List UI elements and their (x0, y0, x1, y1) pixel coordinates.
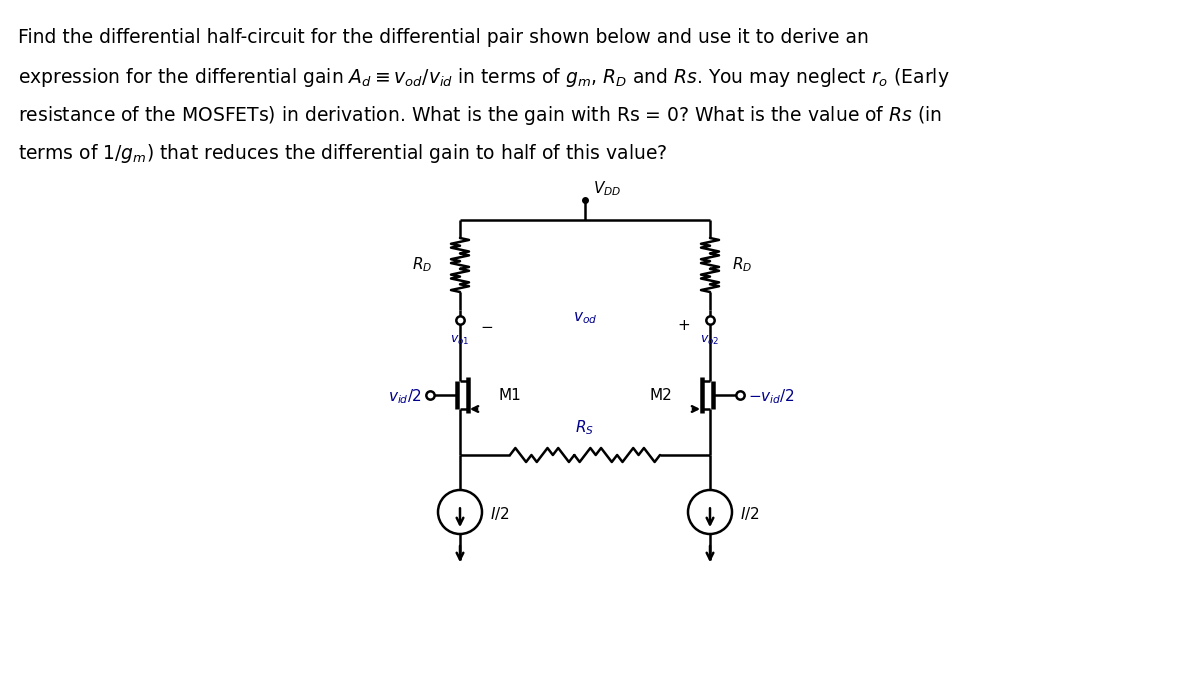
Text: $-$: $-$ (480, 318, 493, 333)
Text: $+$: $+$ (677, 318, 689, 333)
Text: $v_{id}/2$: $v_{id}/2$ (388, 388, 422, 407)
Text: terms of 1/$g_m$) that reduces the differential gain to half of this value?: terms of 1/$g_m$) that reduces the diffe… (18, 142, 668, 165)
Text: $R_S$: $R_S$ (576, 418, 595, 437)
Text: $I/2$: $I/2$ (740, 505, 759, 522)
Text: M2: M2 (649, 388, 671, 403)
Text: $v_{o1}$: $v_{o1}$ (451, 334, 470, 347)
Text: $V_{DD}$: $V_{DD}$ (594, 180, 621, 198)
Text: resistance of the MOSFETs) in derivation. What is the gain with Rs = 0? What is : resistance of the MOSFETs) in derivation… (18, 104, 942, 127)
Text: $v_{o2}$: $v_{o2}$ (700, 334, 719, 347)
Text: $I/2$: $I/2$ (490, 505, 510, 522)
Text: expression for the differential gain $A_d \equiv v_{od}/v_{id}$ in terms of $g_m: expression for the differential gain $A_… (18, 66, 950, 89)
Text: M1: M1 (498, 388, 520, 403)
Text: $-v_{id}/2$: $-v_{id}/2$ (748, 388, 795, 407)
Text: $R_D$: $R_D$ (733, 256, 752, 274)
Text: $v_{od}$: $v_{od}$ (573, 310, 597, 326)
Text: $R_D$: $R_D$ (411, 256, 432, 274)
Text: Find the differential half-circuit for the differential pair shown below and use: Find the differential half-circuit for t… (18, 28, 869, 47)
